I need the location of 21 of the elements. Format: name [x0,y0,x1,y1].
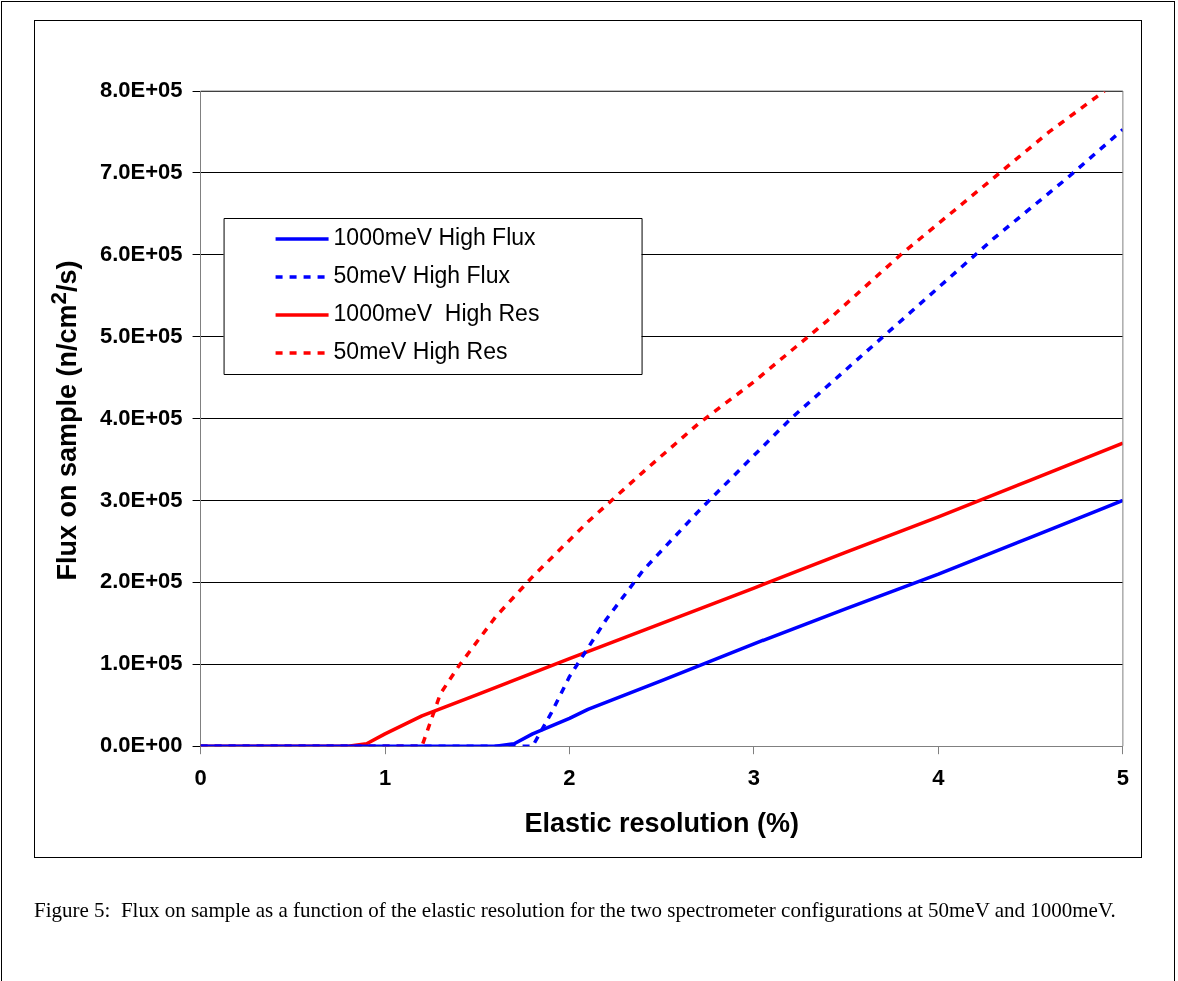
x-tick-label: 2 [563,765,576,791]
legend-label: 1000meV High Flux [333,224,537,251]
legend-label: 50meV High Flux [333,262,511,289]
y-tick-label: 3.0E+05 [100,486,183,512]
y-tick-label: 8.0E+05 [100,77,183,103]
x-tick-label: 3 [747,765,761,791]
x-tick-label: 1 [378,765,392,791]
x-tick-label: 0 [194,765,207,791]
x-tick-label: 5 [1116,765,1130,791]
y-tick-label: 0.0E+00 [100,732,183,758]
x-tick-label: 4 [932,765,946,791]
caption: Figure 5: Flux on sample as a function of the elastic resolution for the two spectrometer configurations at 50meV and 1000meV. [34,897,1117,924]
legend-label: 50meV High Res [333,338,508,365]
y-tick-label: 1.0E+05 [100,650,183,676]
y-tick-label: 2.0E+05 [100,568,183,594]
x-axis-title: Elastic resolution (%) [524,808,800,839]
y-tick-label: 6.0E+05 [100,240,183,266]
y-tick-label: 5.0E+05 [100,322,183,348]
y-tick-label: 4.0E+05 [100,404,183,430]
legend-label: 1000meV High Res [333,300,540,327]
y-tick-label: 7.0E+05 [100,158,183,184]
